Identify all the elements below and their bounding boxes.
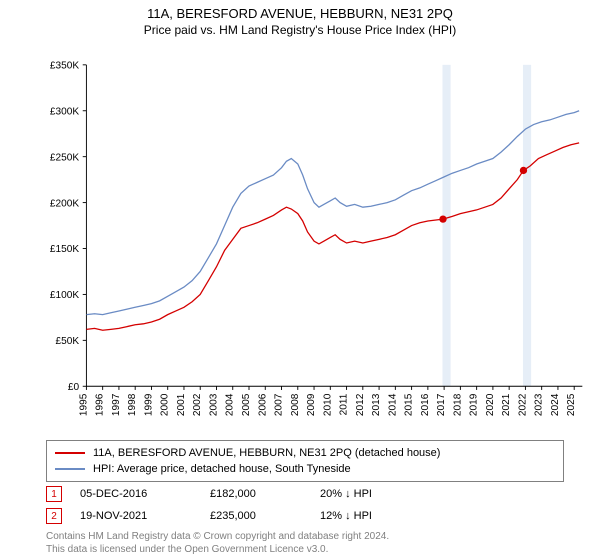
svg-text:2004: 2004 [225,393,236,416]
svg-text:2015: 2015 [404,393,415,416]
svg-text:2003: 2003 [208,393,219,416]
svg-text:2010: 2010 [322,393,333,416]
chart-container: 11A, BERESFORD AVENUE, HEBBURN, NE31 2PQ… [0,0,600,560]
svg-text:2022: 2022 [517,393,528,416]
svg-text:2011: 2011 [339,393,350,415]
svg-text:1995: 1995 [78,393,89,416]
svg-text:1996: 1996 [95,393,106,416]
svg-text:2024: 2024 [550,393,561,416]
svg-text:1998: 1998 [127,393,138,416]
svg-text:2016: 2016 [420,393,431,416]
marker-delta-2: 12% ↓ HPI [320,510,372,522]
chart-subtitle: Price paid vs. HM Land Registry's House … [0,21,600,37]
svg-text:2012: 2012 [355,393,366,416]
svg-text:£50K: £50K [55,336,79,347]
svg-text:2007: 2007 [274,393,285,416]
svg-text:2018: 2018 [452,393,463,416]
legend-swatch [55,452,85,454]
svg-text:2008: 2008 [290,393,301,416]
svg-text:£300K: £300K [50,106,79,117]
legend-swatch [55,468,85,470]
footer: Contains HM Land Registry data © Crown c… [46,530,389,556]
svg-text:2025: 2025 [566,393,577,416]
marker-date-1: 05-DEC-2016 [80,488,210,500]
legend-label: 11A, BERESFORD AVENUE, HEBBURN, NE31 2PQ… [93,447,440,459]
marker-badge-1: 1 [46,486,62,502]
marker-price-1: £182,000 [210,488,320,500]
marker-delta-1: 20% ↓ HPI [320,488,372,500]
svg-text:2020: 2020 [485,393,496,416]
svg-text:2019: 2019 [469,393,480,416]
legend-label: HPI: Average price, detached house, Sout… [93,463,351,475]
svg-text:1997: 1997 [111,393,122,416]
marker-date-2: 19-NOV-2021 [80,510,210,522]
marker-price-2: £235,000 [210,510,320,522]
svg-text:2017: 2017 [436,393,447,416]
marker-row-2: 2 19-NOV-2021 £235,000 12% ↓ HPI [46,508,372,524]
svg-text:£150K: £150K [50,244,79,255]
svg-text:2005: 2005 [241,393,252,416]
svg-text:2000: 2000 [160,393,171,416]
marker-badge-2: 2 [46,508,62,524]
svg-text:2023: 2023 [534,393,545,416]
legend-item: HPI: Average price, detached house, Sout… [55,461,555,477]
marker-row-1: 1 05-DEC-2016 £182,000 20% ↓ HPI [46,486,372,502]
legend: 11A, BERESFORD AVENUE, HEBBURN, NE31 2PQ… [46,440,564,482]
svg-text:2002: 2002 [192,393,203,416]
svg-text:£250K: £250K [50,152,79,163]
chart-svg: £0 £50K £100K £150K £200K £250K £300K £350K 1995… [46,48,586,438]
svg-text:2014: 2014 [387,393,398,416]
svg-text:2013: 2013 [371,393,382,416]
chart-title: 11A, BERESFORD AVENUE, HEBBURN, NE31 2PQ [0,0,600,21]
svg-text:£200K: £200K [50,198,79,209]
legend-item: 11A, BERESFORD AVENUE, HEBBURN, NE31 2PQ… [55,445,555,461]
svg-text:£0: £0 [68,382,80,393]
footer-line-1: Contains HM Land Registry data © Crown c… [46,530,389,543]
svg-text:£350K: £350K [50,61,79,72]
svg-text:£100K: £100K [50,290,79,301]
chart-plot-area: £0£50K£100K£150K£200K£250K£300K£350K1995… [46,48,586,398]
footer-line-2: This data is licensed under the Open Gov… [46,543,389,556]
svg-text:2021: 2021 [501,393,512,416]
svg-text:1999: 1999 [143,393,154,416]
svg-text:2001: 2001 [176,393,187,416]
svg-text:2006: 2006 [257,393,268,416]
svg-text:2009: 2009 [306,393,317,416]
